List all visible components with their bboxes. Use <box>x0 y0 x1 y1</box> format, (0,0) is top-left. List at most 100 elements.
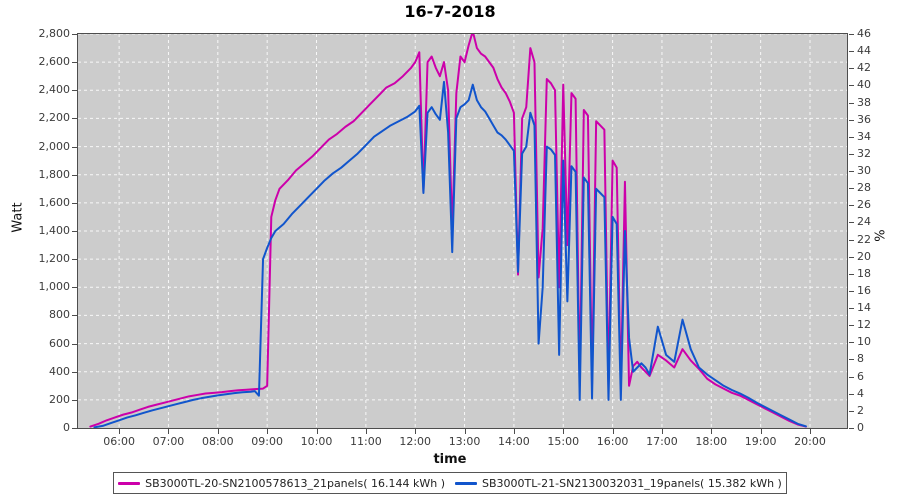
x-axis-tick-mark <box>415 429 417 434</box>
y-axis-right-tick-mark <box>849 256 854 258</box>
y-axis-right-tick-label: 32 <box>857 146 871 160</box>
x-axis-tick-label: 08:00 <box>201 435 234 448</box>
y-axis-right-tick-label: 6 <box>857 369 864 383</box>
legend: SB3000TL-20-SN2100578613_21panels( 16.14… <box>113 472 787 494</box>
y-axis-right-tick-mark <box>849 428 854 429</box>
y-axis-right-tick-label: 36 <box>857 112 871 126</box>
legend-swatch-series-1 <box>118 481 141 485</box>
y-axis-left-tick-label: 1,400 <box>38 224 71 237</box>
x-axis-label: time <box>433 452 467 467</box>
x-axis-tick-label: 07:00 <box>152 435 185 448</box>
y-axis-right-tick-mark <box>849 102 854 104</box>
x-axis-tick-mark <box>267 429 269 434</box>
legend-swatch-series-2 <box>455 481 477 485</box>
y-axis-right-tick-mark <box>849 410 854 412</box>
y-axis-left-tick-mark <box>72 231 77 232</box>
y-axis-right-tick-mark <box>849 34 854 35</box>
y-axis-right-tick-mark <box>849 290 854 292</box>
y-axis-left-tick-mark <box>72 399 77 401</box>
y-axis-right-tick-label: 20 <box>857 249 871 263</box>
y-axis-right-tick-mark <box>849 68 854 70</box>
y-axis-right-tick-label: 38 <box>857 95 871 109</box>
y-axis-left-tick-mark <box>72 202 77 204</box>
y-axis-left-tick-mark <box>72 90 77 92</box>
y-axis-right-tick-label: 28 <box>857 181 871 195</box>
x-axis-tick-label: 15:00 <box>547 435 580 448</box>
y-axis-right-tick-mark <box>849 171 854 173</box>
y-axis-left-tick-mark <box>72 146 77 148</box>
y-axis-right-tick-mark <box>849 153 854 155</box>
y-axis-left-tick-label: 800 <box>49 308 70 322</box>
y-axis-right-tick-label: 8 <box>857 352 864 366</box>
y-axis-left-tick-mark <box>72 174 77 176</box>
x-axis-tick-mark <box>513 429 515 434</box>
y-axis-right-tick-label: 12 <box>857 318 871 332</box>
x-axis-tick-label: 12:00 <box>399 435 432 448</box>
x-axis-tick-label: 18:00 <box>695 435 728 448</box>
y-axis-left-tick-label: 1,200 <box>38 252 71 266</box>
y-axis-right-tick-label: 34 <box>857 129 871 143</box>
y-axis-left-tick-label: 200 <box>49 392 70 406</box>
x-axis-tick-mark <box>168 429 170 434</box>
y-axis-right-tick-label: 0 <box>857 421 864 434</box>
x-axis-tick-label: 06:00 <box>103 435 135 448</box>
plot-area <box>77 33 848 429</box>
y-axis-left-tick-label: 2,400 <box>38 83 71 97</box>
y-axis-left-tick-label: 400 <box>49 364 70 378</box>
y-axis-left-tick-label: 2,600 <box>38 55 71 69</box>
y-axis-right-tick-label: 10 <box>857 335 871 349</box>
x-axis-tick-mark <box>119 429 121 434</box>
y-axis-left-tick-label: 1,600 <box>38 195 71 209</box>
x-axis-tick-mark <box>760 429 762 434</box>
y-axis-right-tick-label: 22 <box>857 232 871 246</box>
x-axis-tick-mark <box>612 429 614 434</box>
x-axis-tick-label: 13:00 <box>448 435 481 448</box>
y-axis-right-tick-label: 24 <box>857 215 871 229</box>
y-axis-right-tick-label: 46 <box>857 27 871 40</box>
legend-label-series-1: SB3000TL-20-SN2100578613_21panels( 16.14… <box>145 476 445 490</box>
y-axis-left-tick-mark <box>72 315 77 317</box>
x-axis-tick-label: 11:00 <box>350 435 382 448</box>
y-axis-left-tick-label: 2,000 <box>38 139 71 153</box>
y-axis-right-tick-label: 44 <box>857 44 871 58</box>
legend-item-series-2[interactable]: SB3000TL-21-SN2130032031_19panels( 15.38… <box>455 477 782 490</box>
legend-item-series-1[interactable]: SB3000TL-20-SN2100578613_21panels( 16.14… <box>118 477 445 490</box>
y-axis-left-tick-mark <box>72 343 77 345</box>
x-axis-tick-label: 20:00 <box>794 435 826 448</box>
x-axis-tick-label: 19:00 <box>744 435 777 448</box>
y-axis-left-tick-mark <box>72 34 77 35</box>
x-axis-tick-mark <box>365 429 367 434</box>
y-axis-right-tick-label: 16 <box>857 283 871 297</box>
y-axis-right-tick-mark <box>849 393 854 395</box>
y-axis-left-tick-mark <box>72 259 77 261</box>
y-axis-right-tick-mark <box>849 308 854 310</box>
x-axis-tick-mark <box>563 429 565 434</box>
y-axis-left-tick-label: 1,800 <box>38 167 71 181</box>
y-axis-left-label: Watt <box>10 202 26 233</box>
y-axis-right-tick-mark <box>849 136 854 138</box>
legend-label-series-2: SB3000TL-21-SN2130032031_19panels( 15.38… <box>482 476 782 490</box>
plot-svg <box>78 34 847 428</box>
y-axis-right-tick-mark <box>849 359 854 361</box>
x-axis-tick-mark <box>316 429 318 434</box>
x-axis-tick-label: 17:00 <box>646 435 678 448</box>
y-axis-right-tick-mark <box>849 85 854 87</box>
x-axis-tick-mark <box>464 429 466 434</box>
y-axis-right-tick-mark <box>849 376 854 378</box>
y-axis-right-tick-label: 26 <box>857 198 871 212</box>
y-axis-right-tick-label: 30 <box>857 164 871 178</box>
y-axis-right-tick-label: 42 <box>857 61 871 75</box>
y-axis-left-tick-label: 2,800 <box>38 27 71 40</box>
y-axis-left-tick-mark <box>72 428 77 429</box>
y-axis-right-tick-label: 4 <box>857 386 864 400</box>
x-axis-tick-label: 09:00 <box>251 435 283 448</box>
x-axis-tick-label: 10:00 <box>300 435 333 448</box>
y-axis-left-tick-label: 0 <box>63 421 70 434</box>
y-axis-left-tick-label: 600 <box>49 336 70 350</box>
y-axis-right-tick-mark <box>849 119 854 121</box>
y-axis-right-tick-label: 18 <box>857 266 871 280</box>
x-axis-tick-mark <box>809 429 811 434</box>
y-axis-left-tick-mark <box>72 118 77 120</box>
x-axis-tick-mark <box>217 429 219 434</box>
